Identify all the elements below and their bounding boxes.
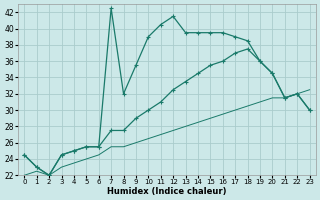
X-axis label: Humidex (Indice chaleur): Humidex (Indice chaleur) <box>107 187 227 196</box>
